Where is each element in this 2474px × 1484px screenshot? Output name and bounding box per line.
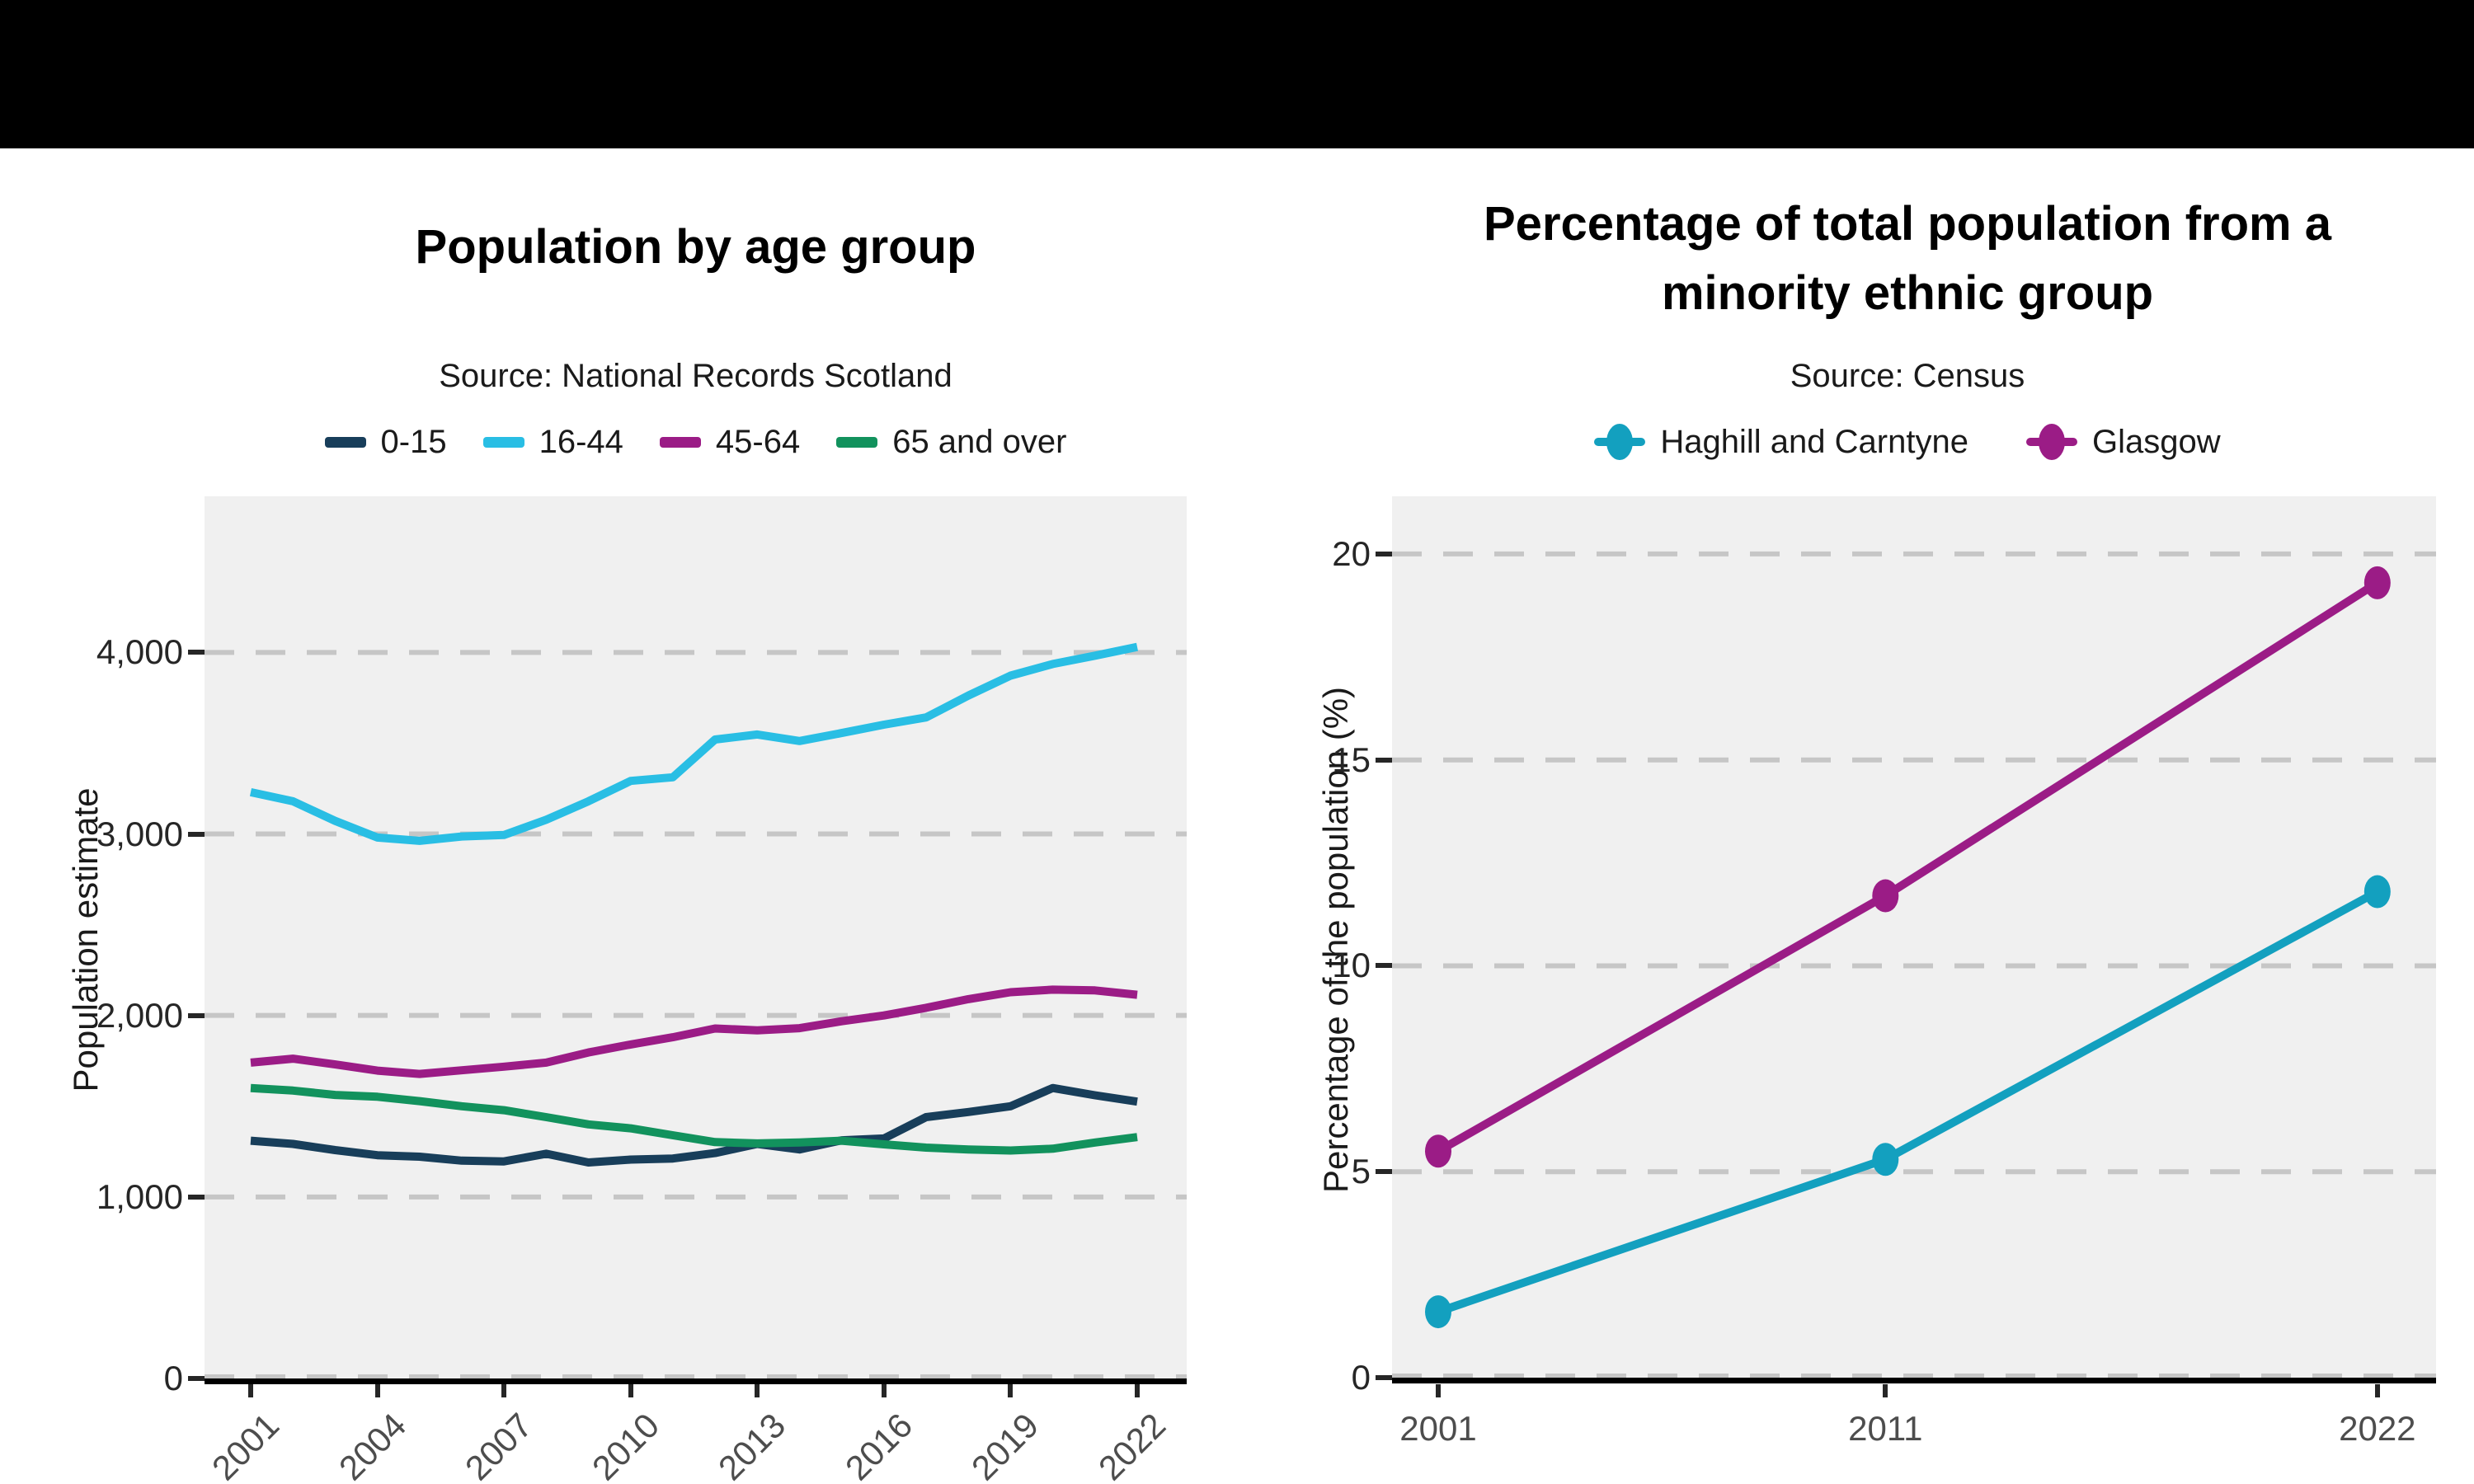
series-line-glasgow (1436, 579, 2380, 1155)
y-tick-mark (188, 650, 205, 655)
series-line-haghill-and-carntyne (1437, 888, 2380, 1316)
x-tick-label: 2007 (458, 1406, 540, 1484)
y-tick-mark (1376, 1375, 1392, 1380)
legend-item-haghill-and-carntyne: Haghill and Carntyne (1594, 420, 1968, 463)
x-tick-label: 2010 (584, 1406, 666, 1484)
population-chart-plot (205, 642, 1187, 1384)
legend-marker-haghill-and-carntyne (1594, 420, 1646, 463)
y-tick-mark (188, 1376, 205, 1381)
legend-marker-glasgow (2025, 420, 2077, 463)
x-tick-mark (1008, 1384, 1014, 1397)
data-point-glasgow-2001 (1425, 1134, 1451, 1168)
x-tick-label: 2022 (1090, 1406, 1174, 1484)
y-tick-mark (1376, 757, 1392, 763)
y-tick-mark (1376, 963, 1392, 969)
legend-item-45-64: 45-64 (659, 423, 801, 461)
data-point-haghill-and-carntyne-2022 (2363, 875, 2391, 909)
legend-key-16-44 (482, 436, 524, 448)
y-tick-mark (188, 831, 205, 837)
x-tick-mark (374, 1384, 380, 1397)
top-bar (0, 0, 2474, 148)
x-tick-mark (501, 1384, 507, 1397)
y-tick-mark (188, 1194, 205, 1200)
population-chart-panel (205, 496, 1187, 1384)
x-axis-line (205, 1378, 1187, 1384)
data-point-haghill-and-carntyne-2001 (1425, 1295, 1451, 1329)
ethnicity-chart-subtitle: Source: Census (1790, 358, 2025, 394)
y-tick-label: 0 (163, 1359, 183, 1397)
legend-item-16-44: 16-44 (482, 423, 623, 461)
x-tick-label: 2011 (1848, 1409, 1923, 1448)
x-tick-mark (881, 1384, 887, 1397)
x-tick-mark (628, 1384, 633, 1397)
legend-key-65-and-over (836, 436, 878, 448)
legend-item-glasgow: Glasgow (2025, 420, 2221, 463)
y-tick-label: 15 (1332, 740, 1371, 779)
data-point-haghill-and-carntyne-2011 (1872, 1143, 1899, 1176)
y-tick-label: 5 (1351, 1152, 1371, 1191)
legend-label-16-44: 16-44 (539, 423, 623, 460)
x-tick-label: 2001 (1399, 1409, 1477, 1448)
population-chart-title: Population by age group (415, 220, 976, 274)
population-chart-legend: 0-15 16-44 45-64 65 and over (205, 417, 1187, 467)
x-tick-label: 2001 (204, 1406, 287, 1484)
x-tick-mark (2374, 1384, 2380, 1397)
y-tick-mark (1376, 1169, 1392, 1175)
ethnicity-chart-title-line-2: minority ethnic group (1661, 266, 2154, 320)
x-tick-mark (1134, 1384, 1140, 1397)
data-point-glasgow-2011 (1872, 879, 1899, 913)
ethnicity-chart-panel (1392, 496, 2436, 1384)
y-tick-mark (1376, 551, 1392, 556)
x-tick-label: 2019 (964, 1406, 1047, 1484)
x-tick-label: 2016 (837, 1406, 920, 1484)
legend-label-glasgow: Glasgow (2091, 423, 2221, 460)
ethnicity-chart-title: Percentage of total population from a mi… (1379, 190, 2436, 328)
legend-label-haghill-and-carntyne: Haghill and Carntyne (1660, 423, 1968, 460)
ethnicity-chart-title-line-1: Percentage of total population from a (1484, 197, 2331, 251)
x-tick-label: 2022 (2339, 1409, 2416, 1448)
ethnicity-chart-legend: Haghill and Carntyne Glasgow (1379, 417, 2436, 467)
y-tick-label: 0 (1351, 1358, 1371, 1397)
x-axis-line (1392, 1378, 2436, 1383)
x-tick-mark (1436, 1384, 1441, 1397)
x-tick-mark (755, 1384, 760, 1397)
y-tick-label: 10 (1332, 946, 1371, 985)
y-tick-label: 3,000 (96, 814, 183, 853)
series-line-16-44 (249, 642, 1139, 845)
ethnicity-chart-plot (1392, 551, 2436, 1383)
legend-item-65-and-over: 65 and over (836, 424, 1066, 461)
x-tick-mark (1883, 1384, 1888, 1397)
legend-label-0-15: 0-15 (380, 423, 447, 460)
series-line-45-64 (250, 985, 1138, 1078)
y-tick-label: 2,000 (96, 995, 183, 1035)
y-tick-label: 20 (1332, 533, 1371, 573)
series-line-65-and-over (250, 1083, 1138, 1155)
legend-key-45-64 (659, 436, 701, 448)
legend-label-45-64: 45-64 (715, 423, 801, 460)
series-line-0-15 (250, 1083, 1138, 1167)
legend-item-0-15: 0-15 (324, 423, 447, 461)
population-chart-subtitle: Source: National Records Scotland (439, 358, 952, 394)
y-tick-mark (188, 1012, 205, 1018)
legend-label-65-and-over: 65 and over (892, 423, 1067, 460)
x-tick-mark (248, 1384, 253, 1397)
data-point-glasgow-2022 (2363, 566, 2391, 599)
x-tick-label: 2013 (711, 1406, 793, 1484)
legend-key-0-15 (324, 436, 366, 448)
x-tick-label: 2004 (331, 1406, 413, 1484)
y-tick-label: 4,000 (96, 632, 183, 672)
y-tick-label: 1,000 (96, 1176, 183, 1216)
